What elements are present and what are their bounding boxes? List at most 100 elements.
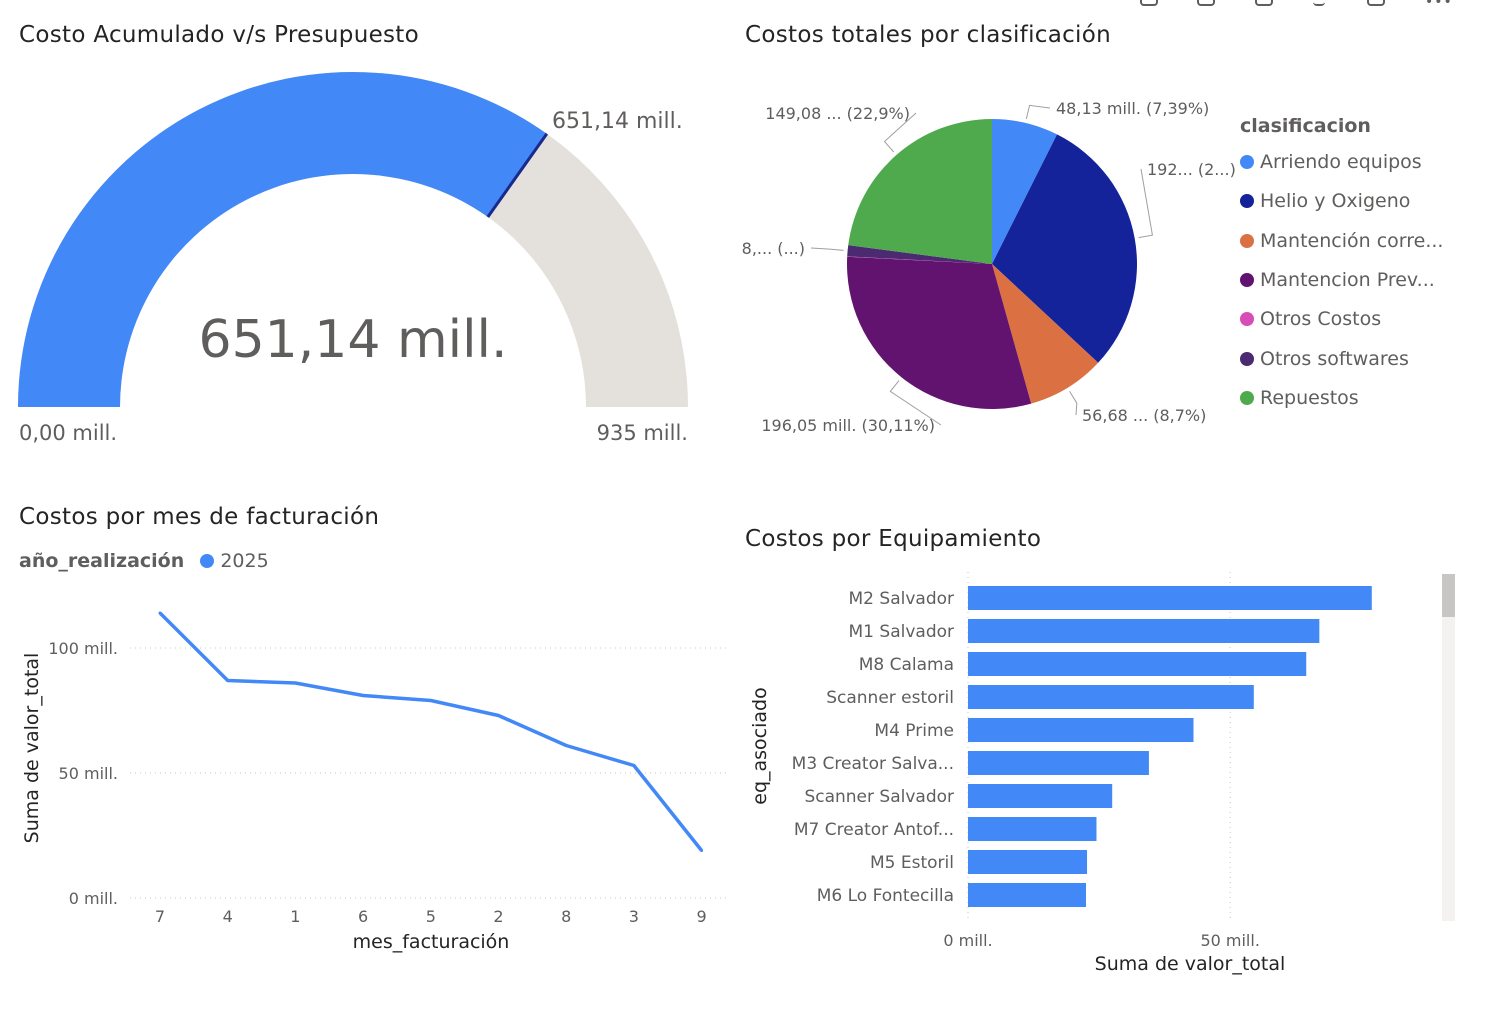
bar[interactable] (968, 619, 1320, 643)
legend-label: Arriendo equipos (1260, 151, 1422, 173)
pie-data-label: 149,08 ... (22,9%) (765, 104, 910, 123)
visual-header-toolbar: ••• (1135, 0, 1455, 12)
legend-label: Helio y Oxigeno (1260, 190, 1411, 213)
pie-leader-line (1025, 104, 1051, 120)
pie-leader-line (810, 247, 844, 251)
pie-data-label: 56,68 ... (8,7%) (1082, 406, 1206, 425)
line-legend: año_realización 2025 (19, 550, 269, 572)
bar-title: Costos por Equipamiento (745, 526, 1042, 552)
line-point[interactable] (361, 694, 365, 697)
line-x-tick-label: 3 (629, 907, 639, 926)
line-point[interactable] (293, 681, 297, 685)
bar-y-axis-title: eq_asociado (749, 687, 771, 804)
gauge-target-label: 651,14 mill. (552, 109, 683, 134)
bar[interactable] (968, 751, 1149, 775)
bar[interactable] (968, 718, 1194, 742)
pie-legend-item[interactable]: Mantencion Prev... (1240, 269, 1435, 291)
bell-icon[interactable] (1255, 0, 1273, 6)
pie-data-label: 48,13 mill. (7,39%) (1056, 99, 1209, 118)
line-point[interactable] (632, 764, 636, 767)
line-legend-series[interactable]: 2025 (220, 550, 269, 572)
legend-marker (1240, 155, 1254, 169)
line-chart[interactable]: 0 mill. 50 mill. 100 mill. 7 4 1 6 5 2 8 3 9 mes_fac… (0, 580, 740, 1020)
bar[interactable] (968, 883, 1086, 907)
bar-category-label: M8 Calama (859, 655, 954, 675)
bar-category-label: M2 Salvador (849, 589, 954, 609)
pie-slice[interactable] (847, 245, 992, 264)
pie-slice[interactable] (992, 119, 1058, 264)
line-point[interactable] (158, 611, 162, 615)
gauge-chart[interactable]: 651,14 mill. 651,14 mill. 0,00 mill. 935 mi… (0, 0, 700, 450)
line-point[interactable] (700, 849, 704, 852)
line-y-tick-label: 100 mill. (48, 639, 118, 658)
pie-legend-item[interactable]: Repuestos (1240, 387, 1359, 409)
pie-chart[interactable]: 48,13 mill. (7,39%) 192... (2...) 56,68 ..… (740, 0, 1240, 460)
line-x-tick-label: 6 (358, 907, 368, 926)
pie-legend-item[interactable]: Otros Costos (1240, 308, 1381, 330)
gauge-min-label: 0,00 mill. (19, 421, 117, 445)
gauge-fill[interactable] (18, 71, 547, 407)
filter-icon[interactable] (1313, 0, 1325, 6)
bar-chart[interactable]: 0 mill. 50 mill. M2 Salvador M1 Salvador M8 … (740, 560, 1500, 1010)
line-x-tick-label: 2 (493, 907, 503, 926)
bar[interactable] (968, 586, 1372, 610)
line-x-tick-label: 5 (426, 907, 436, 926)
line-legend-title: año_realización (19, 550, 185, 572)
pie-legend-item[interactable]: Otros softwares (1240, 348, 1409, 370)
bar-category-label: M3 Creator Salva... (792, 754, 954, 774)
pie-data-label: 192... (2...) (1147, 160, 1236, 179)
pie-slice[interactable] (847, 256, 1032, 409)
pin-icon[interactable] (1140, 0, 1158, 6)
bar[interactable] (968, 685, 1254, 709)
line-title: Costos por mes de facturación (19, 504, 380, 530)
line-x-tick-label: 8 (561, 907, 571, 926)
gauge-value-label: 651,14 mill. (198, 310, 507, 370)
legend-marker (1240, 233, 1254, 248)
line-y-axis-title: Suma de valor_total (21, 653, 43, 844)
copy-icon[interactable] (1197, 0, 1215, 6)
bar-x-tick-label: 0 mill. (943, 931, 992, 950)
line-point[interactable] (564, 744, 568, 747)
legend-label: Mantención corre... (1260, 229, 1444, 252)
bar-category-label: M4 Prime (874, 721, 954, 741)
line-y-tick-label: 50 mill. (59, 764, 118, 783)
pie-legend-item[interactable]: Mantención corre... (1240, 230, 1443, 252)
pie-legend-item[interactable]: Arriendo equipos (1240, 151, 1422, 173)
bar[interactable] (968, 817, 1097, 841)
pie-slice[interactable] (992, 134, 1137, 363)
bar[interactable] (968, 850, 1088, 874)
line-x-tick-label: 1 (290, 907, 300, 926)
line-x-tick-label: 7 (155, 907, 165, 926)
line-point[interactable] (226, 679, 230, 682)
bar-category-label: M7 Creator Antof... (794, 820, 954, 840)
pie-slice[interactable] (848, 119, 992, 264)
bar-scrollbar-thumb[interactable] (1442, 574, 1455, 617)
pie-legend-item[interactable]: Helio y Oxigeno (1240, 190, 1410, 212)
bar[interactable] (968, 784, 1113, 808)
gauge-target-line (486, 132, 549, 218)
legend-marker (1240, 312, 1254, 327)
line-point[interactable] (497, 714, 500, 717)
pie-slice[interactable] (992, 264, 1099, 404)
bar-category-label: M5 Estoril (870, 853, 954, 873)
bar-category-label: M1 Salvador (849, 622, 954, 642)
focus-mode-icon[interactable] (1367, 0, 1385, 6)
bar-x-tick-label: 50 mill. (1200, 931, 1259, 950)
line-series[interactable] (158, 611, 703, 852)
legend-label: Otros softwares (1260, 347, 1409, 370)
legend-marker (1240, 194, 1254, 209)
bar-scrollbar-track[interactable] (1442, 574, 1455, 921)
bar-category-label: Scanner Salvador (804, 787, 954, 807)
pie-data-label: 8,... (...) (742, 239, 805, 258)
line-x-axis-title: mes_facturación (353, 931, 510, 953)
bar[interactable] (968, 652, 1307, 676)
pie-data-label: 196,05 mill. (30,11%) (761, 416, 935, 435)
bar-category-label: Scanner estoril (826, 688, 954, 708)
pie-leader-line (889, 380, 942, 426)
line-x-tick-label: 9 (697, 907, 707, 926)
pie-slice[interactable] (847, 256, 992, 264)
line-x-tick-label: 4 (223, 907, 233, 926)
legend-label: Otros Costos (1260, 308, 1382, 331)
line-point[interactable] (429, 699, 433, 702)
more-options-icon[interactable]: ••• (1425, 0, 1453, 10)
